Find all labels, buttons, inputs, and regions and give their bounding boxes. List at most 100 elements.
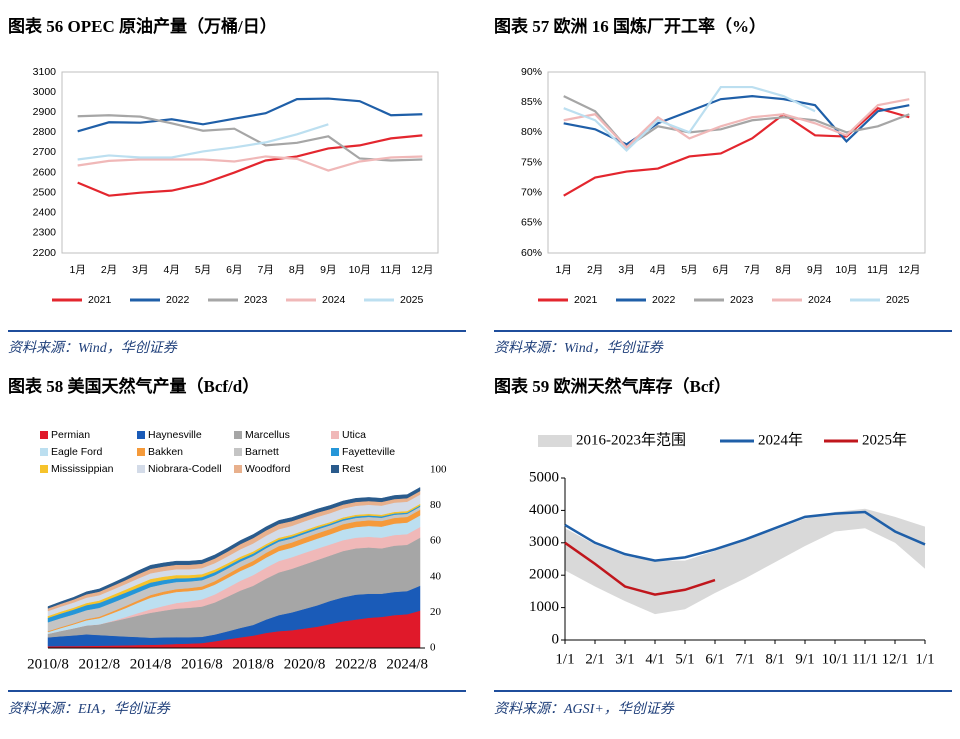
x-tick-label: 2月 — [101, 264, 117, 276]
x-tick-label: 6月 — [713, 264, 729, 276]
legend-swatch — [234, 431, 242, 439]
x-tick-label: 11月 — [380, 264, 401, 276]
x-tick-label: 2/1 — [585, 651, 604, 667]
legend-label: Bakken — [148, 446, 183, 458]
legend-swatch — [331, 465, 339, 473]
x-tick-label: 10/1 — [822, 651, 849, 667]
line — [77, 123, 329, 161]
legend-label: Rest — [342, 463, 364, 475]
x-tick-label: 3月 — [618, 264, 634, 276]
line — [77, 155, 423, 172]
legend-swatch — [234, 448, 242, 456]
area — [47, 487, 421, 609]
y-tick-label: 60% — [521, 247, 542, 259]
plot-frame — [61, 71, 439, 254]
x-tick-label: 9月 — [320, 264, 336, 276]
line — [77, 114, 423, 162]
y-tick-label: 2400 — [33, 207, 57, 219]
y-tick-label: 3000 — [529, 534, 559, 550]
legend-label: 2024年 — [758, 431, 803, 448]
x-tick-label: 10月 — [835, 264, 857, 276]
source: 资料来源：AGSI+，华创证券 — [494, 701, 675, 717]
x-tick-label: 2018/8 — [232, 656, 274, 672]
y-tick-label: 2000 — [529, 567, 559, 583]
source: 资料来源：Wind，华创证券 — [8, 340, 178, 356]
x-tick-label: 4月 — [650, 264, 666, 276]
rule — [8, 330, 466, 332]
x-tick-label: 7月 — [744, 264, 760, 276]
x-tick-label: 12月 — [411, 264, 433, 276]
line — [564, 541, 716, 596]
legend-label: Fayetteville — [342, 446, 395, 458]
x-tick-label: 2016/8 — [181, 656, 223, 672]
x-tick-label: 1月 — [556, 264, 572, 276]
figure-title: 图表 58 美国天然气产量（Bcf/d） — [8, 376, 259, 396]
legend-label: Permian — [51, 429, 90, 441]
y-tick-label: 85% — [521, 96, 542, 108]
y-tick-label: 90% — [521, 66, 542, 78]
figure-title: 图表 59 欧洲天然气库存（Bcf） — [494, 376, 731, 396]
line — [77, 134, 423, 197]
legend-swatch — [137, 465, 145, 473]
rule — [8, 690, 466, 692]
x-tick-label: 9/1 — [795, 651, 814, 667]
legend-label: Utica — [342, 429, 366, 441]
x-tick-label: 2月 — [587, 264, 603, 276]
legend-label: 2021 — [574, 294, 598, 306]
x-tick-label: 12月 — [898, 264, 920, 276]
x-tick-label: 1/1 — [555, 651, 574, 667]
source: 资料来源：EIA，华创证券 — [8, 701, 171, 717]
y-tick-label: 80 — [430, 499, 442, 511]
legend-label: Barnett — [245, 446, 279, 458]
x-tick-label: 6月 — [226, 264, 242, 276]
legend-label: Marcellus — [245, 429, 290, 441]
y-tick-label: 80% — [521, 126, 542, 138]
legend-swatch — [40, 465, 48, 473]
legend-label: 2025 — [886, 294, 910, 306]
x-tick-label: 2020/8 — [284, 656, 326, 672]
legend-label: 2025年 — [862, 431, 907, 448]
x-tick-label: 5月 — [681, 264, 697, 276]
plot-frame — [547, 71, 926, 254]
x-tick-label: 4/1 — [645, 651, 664, 667]
rule — [494, 330, 952, 332]
legend-swatch — [234, 465, 242, 473]
figure-title: 图表 56 OPEC 原油产量（万桶/日） — [8, 16, 277, 36]
x-tick-label: 2022/8 — [335, 656, 377, 672]
x-tick-label: 3月 — [132, 264, 148, 276]
x-tick-label: 6/1 — [705, 651, 724, 667]
x-tick-label: 11/1 — [852, 651, 878, 667]
legend-label: Niobrara-Codell — [148, 463, 222, 475]
x-tick-label: 2014/8 — [130, 656, 172, 672]
legend-label: 2024 — [322, 294, 346, 306]
x-tick-label: 5月 — [195, 264, 211, 276]
x-tick-label: 9月 — [807, 264, 823, 276]
line — [563, 85, 816, 152]
legend-label: 2022 — [166, 294, 190, 306]
x-tick-label: 8月 — [775, 264, 791, 276]
legend-label: 2023 — [244, 294, 268, 306]
y-tick-label: 5000 — [529, 469, 559, 485]
x-tick-label: 3/1 — [615, 651, 634, 667]
x-tick-label: 2024/8 — [386, 656, 428, 672]
legend-label: 2023 — [730, 294, 754, 306]
legend-label: 2025 — [400, 294, 424, 306]
y-tick-label: 2500 — [33, 186, 57, 198]
legend-swatch — [40, 448, 48, 456]
x-tick-label: 4月 — [163, 264, 179, 276]
y-tick-label: 40 — [430, 570, 442, 582]
y-tick-label: 4000 — [529, 502, 559, 518]
legend-label: Eagle Ford — [51, 446, 103, 458]
legend-label: 2021 — [88, 294, 112, 306]
x-tick-label: 12/1 — [882, 651, 909, 667]
y-tick-label: 2900 — [33, 106, 57, 118]
y-tick-label: 1000 — [529, 599, 559, 615]
rule — [494, 690, 952, 692]
y-tick-label: 2300 — [33, 227, 57, 239]
y-tick-label: 0 — [552, 631, 560, 647]
y-tick-label: 2600 — [33, 166, 57, 178]
y-tick-label: 0 — [430, 642, 436, 654]
y-tick-label: 60 — [430, 535, 442, 547]
